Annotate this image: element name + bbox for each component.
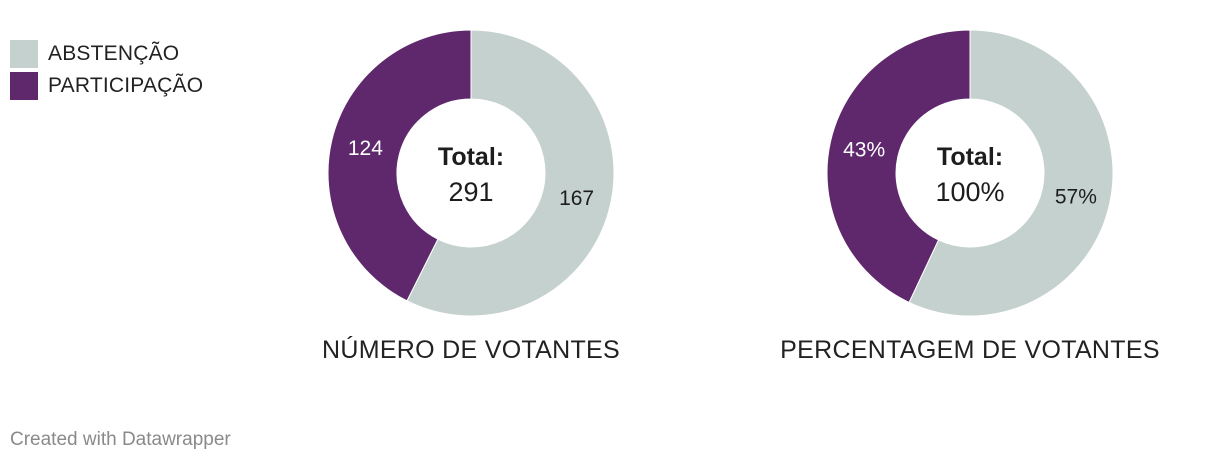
center-total-label: Total: <box>937 143 1003 171</box>
slice-label-participacao: 124 <box>348 137 383 160</box>
slice-label-participacao: 43% <box>843 138 885 161</box>
legend-swatch-abstencao <box>10 40 38 68</box>
donut-svg-numero: 167 124 Total: 291 <box>327 29 615 317</box>
donut-slice-participacao[interactable] <box>826 29 971 304</box>
legend: ABSTENÇÃO PARTICIPAÇÃO <box>10 38 203 102</box>
donut-slice-abstencao[interactable] <box>908 29 1114 317</box>
center-total-value: 100% <box>935 177 1004 207</box>
footer-credit[interactable]: Created with Datawrapper <box>10 429 231 450</box>
donut-slice-abstencao[interactable] <box>406 29 615 317</box>
legend-item-abstencao: ABSTENÇÃO <box>10 38 203 70</box>
slice-label-abstencao: 167 <box>559 187 594 210</box>
center-total-label: Total: <box>438 143 504 171</box>
donut-svg-percentagem: 57% 43% Total: 100% <box>826 29 1114 317</box>
donut-chart-percentagem: 57% 43% Total: 100% PERCENTAGEM DE VOTANTES <box>740 28 1200 378</box>
legend-swatch-participacao <box>10 72 38 100</box>
chart-title-percentagem: PERCENTAGEM DE VOTANTES <box>780 336 1160 364</box>
center-total-value: 291 <box>448 177 493 207</box>
legend-label-abstencao: ABSTENÇÃO <box>48 42 180 65</box>
chart-title-numero: NÚMERO DE VOTANTES <box>321 336 620 364</box>
donut-chart-numero: 167 124 Total: 291 NÚMERO DE VOTANTES <box>241 28 701 378</box>
legend-label-participacao: PARTICIPAÇÃO <box>48 74 204 97</box>
slice-label-abstencao: 57% <box>1055 186 1097 209</box>
legend-item-participacao: PARTICIPAÇÃO <box>10 70 203 102</box>
donut-slice-participacao[interactable] <box>327 29 472 302</box>
